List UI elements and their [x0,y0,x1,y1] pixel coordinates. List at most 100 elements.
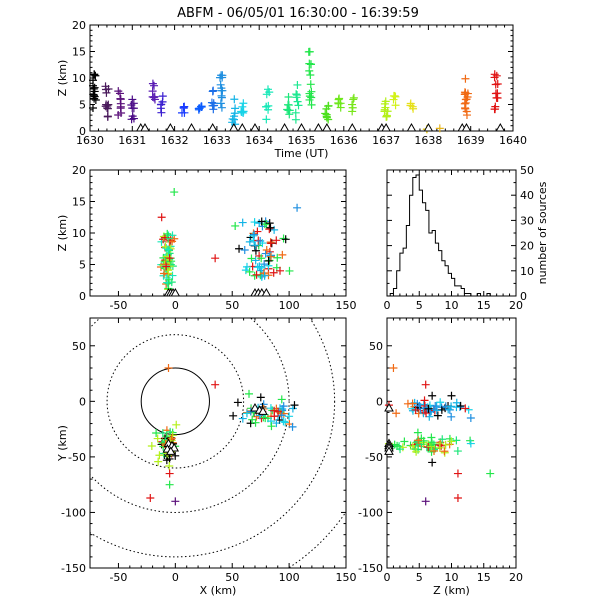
source-marker [171,497,180,506]
y-tick-label: 0 [79,125,86,138]
y-tick-label: 0 [520,290,527,303]
y-tick-label: -100 [358,506,383,519]
source-marker [170,188,179,197]
source-marker [251,246,260,255]
source-marker [250,230,259,239]
source-marker [461,404,470,413]
source-marker [249,231,258,240]
x-axis-label: Z (km) [433,584,470,597]
station-marker [250,122,260,132]
source-marker [165,469,174,478]
source-marker [306,60,315,69]
source-marker [237,107,246,116]
x-height-panel: -50 0 50 100 150 0 5 10 15 20 Z (km) [56,164,357,312]
source-marker [334,98,343,107]
source-marker [164,364,173,372]
x-axis-label: Time (UT) [274,147,329,160]
source-marker [114,87,123,96]
source-marker [239,99,248,108]
x-tick-label: 1637 [372,134,400,147]
x-tick-label: 5 [416,299,423,312]
source-marker [419,436,428,445]
x-tick-label: 5 [416,571,423,584]
y-tick-label: 50 [369,340,383,353]
source-marker [462,111,471,120]
station-marker [258,406,268,415]
station-marker [165,122,176,132]
source-marker [258,239,267,248]
range-ring [287,510,346,568]
source-marker [335,94,344,103]
source-marker [195,104,204,113]
source-marker [238,218,247,227]
source-marker [261,249,270,258]
x-tick-label: 150 [336,571,357,584]
y-tick-label: -150 [358,562,383,575]
source-marker [88,104,97,113]
source-marker [440,447,449,456]
source-marker [245,389,254,398]
source-marker [276,266,285,275]
source-marker [293,203,302,212]
y-tick-label: 20 [72,164,86,177]
source-marker [421,380,430,389]
source-marker [235,244,244,253]
source-marker [464,405,473,414]
y-tick-label: 15 [72,46,86,59]
source-marker [430,446,439,455]
source-marker [336,103,345,112]
source-marker [102,88,111,97]
source-marker [266,239,275,248]
source-marker [324,101,333,110]
x-tick-label: 15 [477,299,491,312]
y-axis-label: Y (km) [56,425,69,462]
x-tick-label: 1638 [414,134,442,147]
source-marker [147,441,156,450]
source-marker [216,73,225,82]
source-marker [393,441,402,450]
source-marker [216,80,225,89]
y-tick-label: -50 [365,451,383,464]
source-marker [272,236,281,245]
source-marker [293,91,302,100]
source-marker [279,402,288,411]
source-marker [281,235,290,244]
source-marker [116,104,125,113]
source-marker [266,252,275,261]
source-marker [291,108,300,117]
x-tick-label: 1632 [161,134,189,147]
time-height-panel: 1630 1631 1632 1633 1634 1635 1636 1637 1638 1639… [56,19,527,160]
source-marker [447,391,456,400]
source-marker [270,225,279,234]
source-marker [490,105,499,114]
source-marker [290,401,299,410]
source-marker [248,415,257,424]
source-marker [382,112,391,121]
source-marker [349,95,358,104]
y-tick-label: 10 [72,72,86,85]
source-marker [466,414,475,422]
source-marker [433,411,442,420]
source-marker [239,108,248,117]
source-marker [452,436,461,445]
source-marker [257,263,266,272]
x-tick-label: 10 [445,571,459,584]
source-marker [209,86,218,95]
y-tick-label: -100 [61,506,86,519]
station-marker [461,122,472,132]
source-marker [165,246,174,255]
station-marker [261,287,272,297]
range-rings [90,318,346,568]
source-marker [260,271,269,280]
station-marker [207,122,218,132]
source-marker [447,437,456,446]
station-marker [384,402,394,412]
station-marker [250,402,260,412]
source-marker [116,95,125,104]
source-marker [408,399,417,408]
source-marker [452,403,461,412]
source-marker [158,92,167,101]
source-marker [285,266,294,275]
y-tick-label: 20 [72,19,86,32]
source-marker [266,251,275,260]
